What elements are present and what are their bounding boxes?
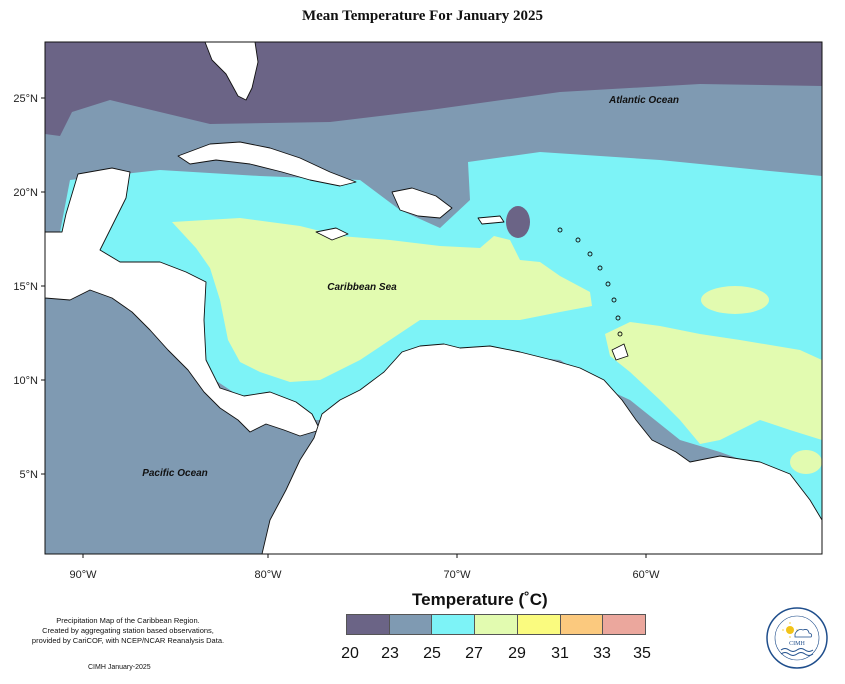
pacific-ocean-label: Pacific Ocean bbox=[142, 468, 208, 479]
lat-label-25: 25°N bbox=[13, 93, 38, 105]
map-title: Mean Temperature For January 2025 bbox=[301, 8, 544, 24]
band-20-23-patch bbox=[506, 206, 530, 238]
band-27-29-patch-2 bbox=[790, 450, 822, 474]
lon-label-70: 70°W bbox=[443, 569, 471, 581]
plot-frame bbox=[44, 41, 823, 555]
caribbean-sea-label: Caribbean Sea bbox=[327, 282, 397, 293]
atlantic-ocean-label: Atlantic Ocean bbox=[608, 95, 679, 106]
legend-color-bar bbox=[346, 614, 646, 635]
logo-text: CIMH bbox=[789, 641, 805, 647]
legend-tick-35: 35 bbox=[633, 645, 651, 662]
lat-axis: 25°N 20°N 15°N 10°N 5°N bbox=[13, 93, 45, 481]
sun-icon bbox=[786, 626, 794, 634]
legend-swatch-7 bbox=[603, 615, 646, 634]
legend-tick-27: 27 bbox=[465, 645, 483, 662]
lon-label-90: 90°W bbox=[69, 569, 97, 581]
cloud-icon bbox=[794, 629, 813, 638]
band-27-29-east bbox=[605, 322, 822, 444]
lon-label-60: 60°W bbox=[632, 569, 660, 581]
legend-swatch-2 bbox=[389, 615, 433, 634]
lon-axis: 90°W 80°W 70°W 60°W bbox=[69, 554, 660, 581]
legend-title: Temperature (˚C) bbox=[412, 590, 548, 609]
land bbox=[45, 42, 822, 554]
lesser-antilles bbox=[557, 227, 623, 337]
band-27-29-patch bbox=[701, 286, 769, 314]
band-27-29-central bbox=[172, 218, 592, 382]
legend-swatch-3 bbox=[432, 615, 476, 634]
cimh-logo: CIMH bbox=[766, 607, 828, 669]
lat-label-20: 20°N bbox=[13, 187, 38, 199]
legend-swatch-1 bbox=[347, 615, 390, 634]
legend-swatch-6 bbox=[560, 615, 604, 634]
legend-swatch-4 bbox=[475, 615, 518, 634]
legend-tick-23: 23 bbox=[381, 645, 399, 662]
legend-tick-29: 29 bbox=[508, 645, 526, 662]
legend-tick-20: 20 bbox=[341, 645, 359, 662]
legend-tick-25: 25 bbox=[423, 645, 441, 662]
legend-tick-33: 33 bbox=[593, 645, 611, 662]
description-line-1: Precipitation Map of the Caribbean Regio… bbox=[56, 616, 200, 625]
credit-label: CIMH January-2025 bbox=[88, 664, 151, 671]
lat-label-15: 15°N bbox=[13, 281, 38, 293]
description-line-3: provided by CariCOF, with NCEP/NCAR Rean… bbox=[31, 636, 225, 645]
map-description: Precipitation Map of the Caribbean Regio… bbox=[18, 616, 238, 646]
lat-label-5: 5°N bbox=[20, 469, 39, 481]
description-line-2: Created by aggregating station based obs… bbox=[42, 626, 214, 635]
lon-label-80: 80°W bbox=[254, 569, 282, 581]
legend-tick-31: 31 bbox=[551, 645, 569, 662]
legend-swatch-5 bbox=[517, 615, 561, 634]
lat-label-10: 10°N bbox=[13, 375, 38, 387]
